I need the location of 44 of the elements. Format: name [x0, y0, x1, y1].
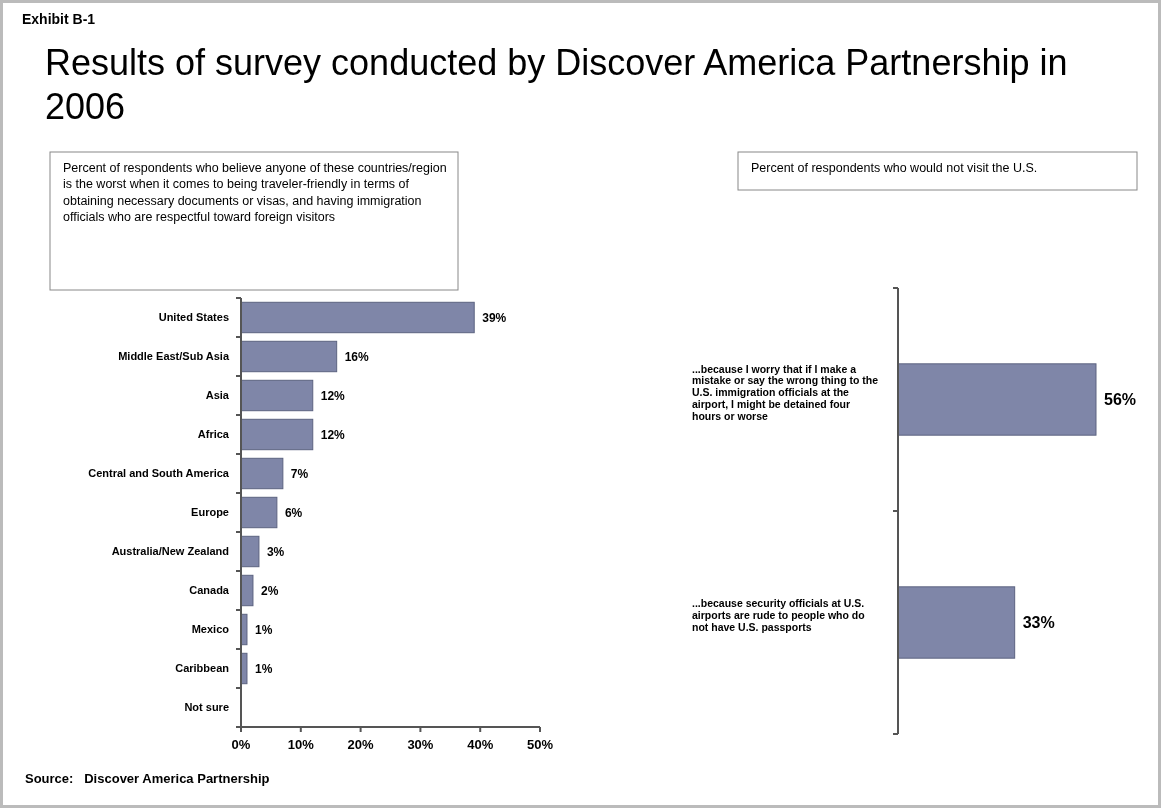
bar [240, 301, 475, 334]
x-tick-label: 50% [526, 737, 554, 752]
y-tick-label: Not sure [184, 701, 229, 714]
y-tick-label: Middle East/Sub Asia [118, 350, 230, 363]
data-label: 2% [260, 583, 279, 598]
y-tick-label: ...because security officials at U.S. airports are rude to people who do not have U.S. passports [692, 597, 865, 633]
y-tick-label: Mexico [191, 623, 230, 636]
y-tick-label: Canada [189, 584, 230, 597]
bar [240, 379, 314, 412]
data-label: 6% [284, 505, 303, 520]
data-label: 3% [266, 544, 285, 559]
data-label: 12% [320, 388, 346, 403]
data-label: 1% [254, 661, 273, 676]
chart-title: Percent of respondents who would not visit the U.S. [751, 161, 1038, 175]
bar [240, 535, 260, 568]
data-label: 39% [482, 310, 507, 325]
data-label: 16% [344, 349, 370, 364]
y-tick-label: Central and South America [88, 467, 230, 480]
y-tick-label: Europe [191, 506, 229, 519]
y-tick-label: United States [158, 311, 229, 324]
chart-title: Results of survey conducted by Discover America Partnership in 2006 [45, 42, 1068, 127]
bar [240, 496, 278, 529]
y-tick-label: Australia/New Zealand [111, 545, 229, 558]
bar [240, 457, 284, 490]
data-label: 33% [1022, 614, 1055, 632]
y-tick-label: Caribbean [175, 662, 230, 675]
y-tick-label: Asia [205, 389, 230, 402]
y-tick-label: Africa [197, 428, 230, 441]
x-tick-label: 30% [407, 737, 434, 752]
bar [240, 340, 338, 373]
data-label: 7% [290, 466, 309, 481]
x-tick-label: 20% [347, 737, 375, 752]
data-label: 56% [1104, 391, 1137, 409]
chart-subtitle: Percent of respondents who believe anyone of these countries/region is the worst when it comes to being traveler-friendly in terms of obtaining necessary documents or visas, and having immigration officials who are respectful toward foreign visitors [63, 161, 447, 224]
bar [240, 574, 254, 607]
x-tick-label: 0% [231, 737, 251, 752]
text: Exhibit B-1 [22, 11, 96, 27]
x-tick-label: 40% [467, 737, 494, 752]
data-label: 12% [320, 427, 346, 442]
data-label: 1% [254, 622, 273, 637]
source-note: Source: Discover America Partnership [25, 771, 270, 786]
y-tick-label: ...because I worry that if I make a mistake or say the wrong thing to the U.S. immigration officials at the airport, I might be detained four hours or worse [692, 362, 879, 422]
x-tick-label: 10% [287, 737, 315, 752]
bar [240, 418, 314, 451]
